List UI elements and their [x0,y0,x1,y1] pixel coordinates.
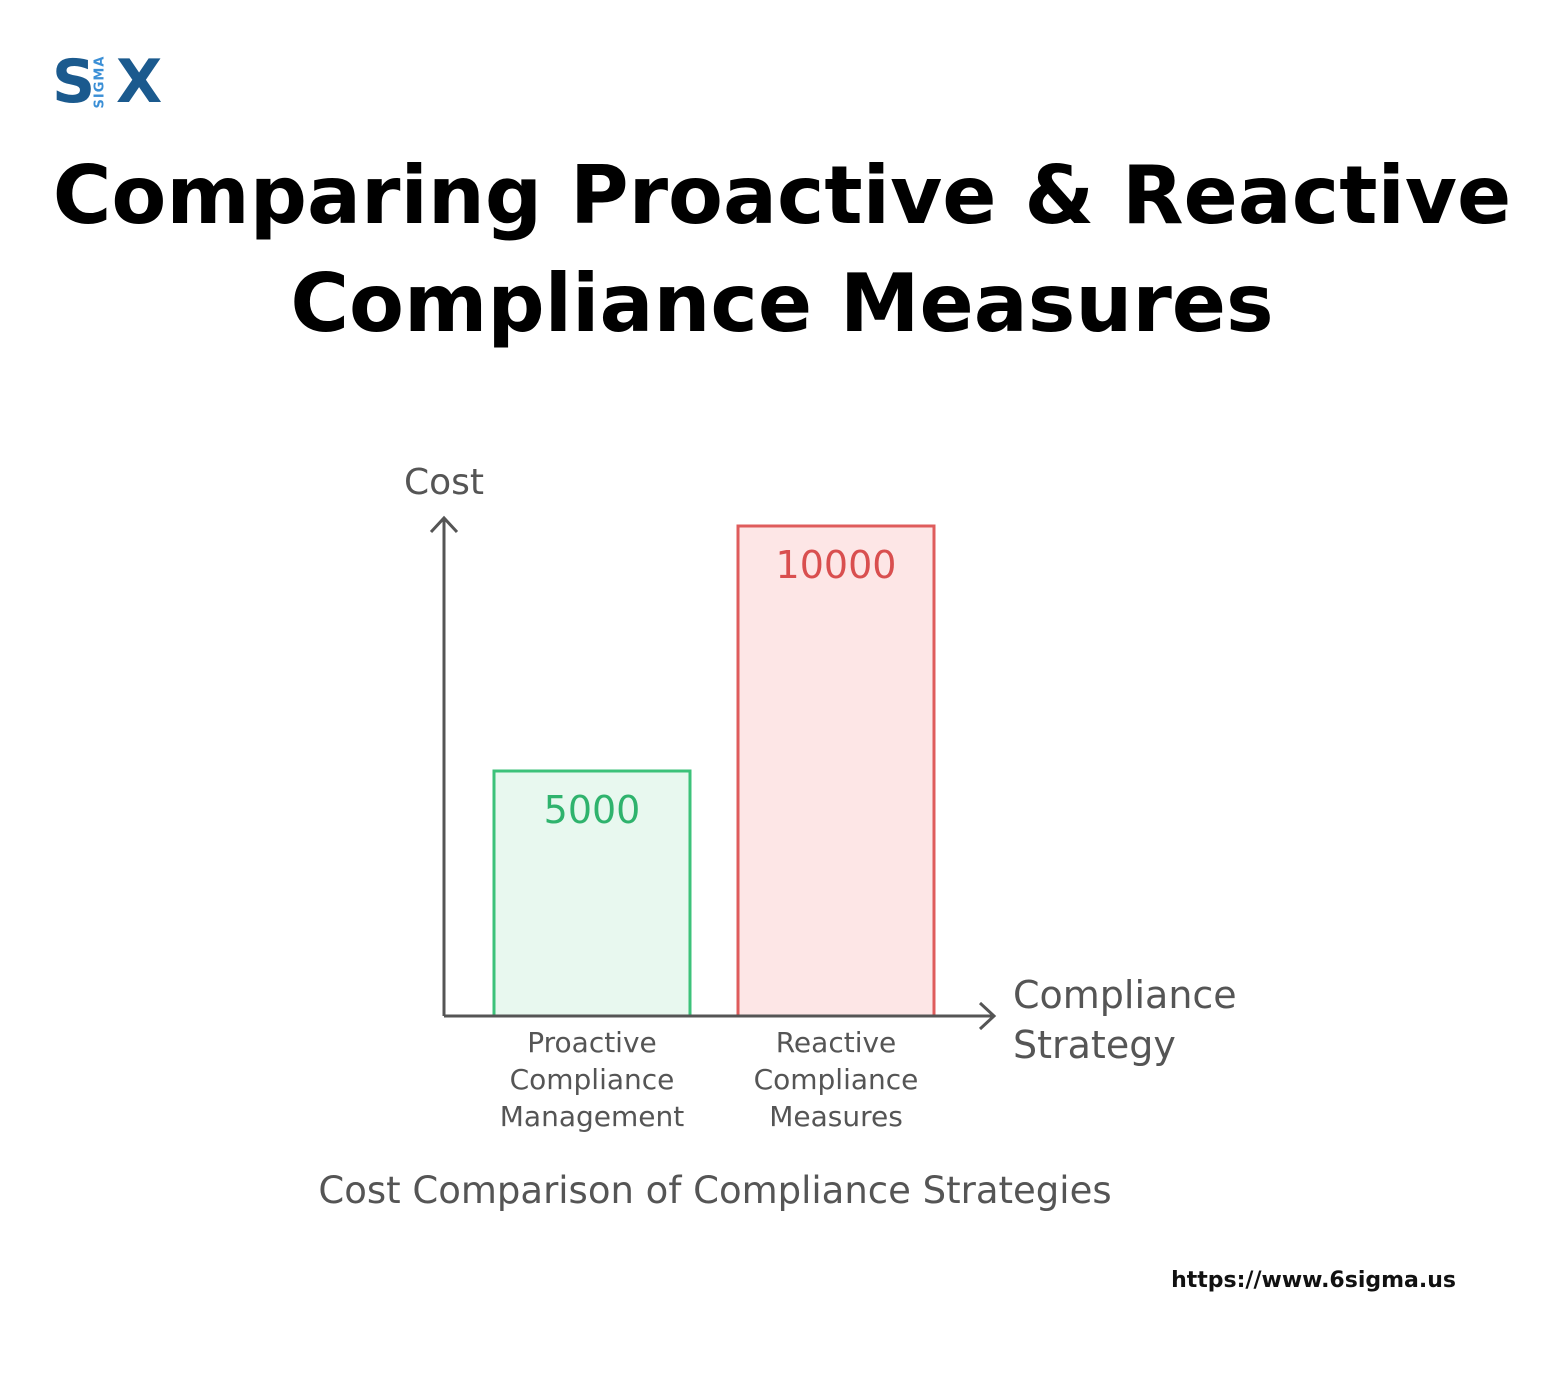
bar-1 [736,524,936,1018]
sixsigma-logo: S SIGMA X [52,52,164,112]
page-title: Comparing Proactive & Reactive Complianc… [52,149,1512,350]
footer-url: https://www.6sigma.us [1171,1268,1456,1293]
category-label-0-line-2: Management [500,1100,684,1133]
category-label-0-line-0: Proactive [527,1026,657,1059]
x-axis-label-line-0: Compliance [1013,973,1237,1017]
chart-title: Cost Comparison of Compliance Strategies [318,1169,1111,1212]
x-axis-label-line-1: Strategy [1013,1023,1176,1067]
y-axis-label: Cost [404,462,484,503]
category-label-1-line-1: Compliance [754,1063,919,1096]
x-axis-arrow-icon [978,1001,997,1031]
bar-value-label-0: 5000 [544,788,641,832]
y-axis-arrow-icon [429,515,459,534]
logo-letter-s: S [52,47,96,117]
logo-letter-x: X [116,47,163,117]
category-label-1-line-2: Measures [769,1100,903,1133]
category-label-0-line-1: Compliance [510,1063,675,1096]
bar-value-label-1: 10000 [776,543,897,587]
category-label-1-line-0: Reactive [776,1026,897,1059]
bar-0 [492,769,692,1018]
